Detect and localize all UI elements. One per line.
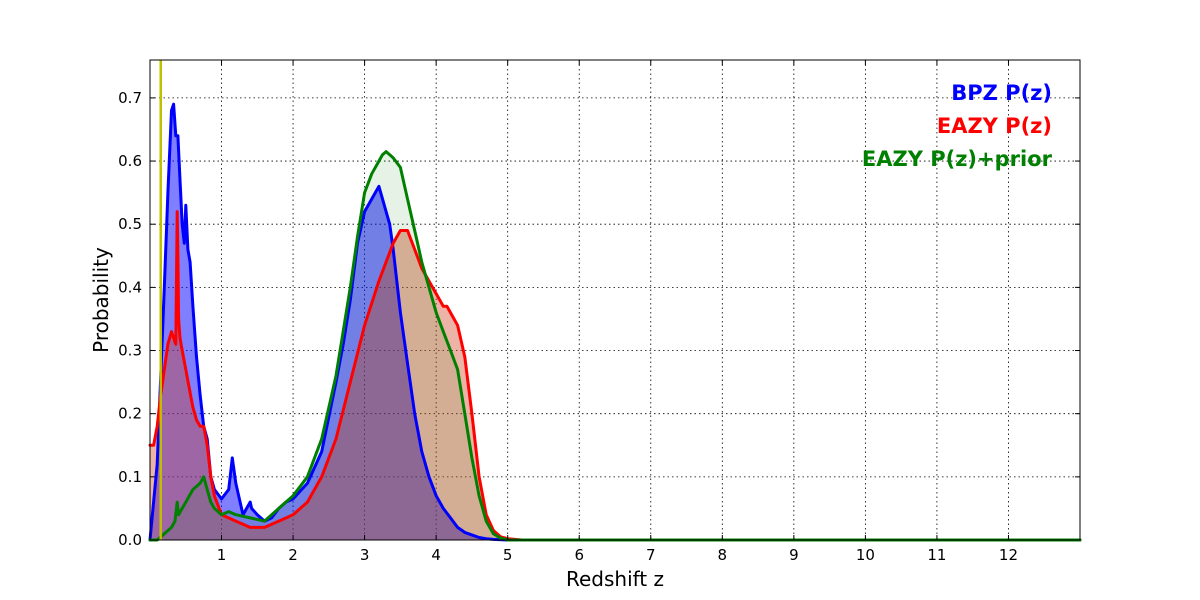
plot-frame bbox=[149, 59, 1081, 541]
series-fills bbox=[150, 104, 1080, 540]
legend-entry-1: EAZY P(z) bbox=[937, 114, 1052, 138]
y-tick-label: 0.4 bbox=[118, 278, 142, 296]
series-area-1 bbox=[150, 211, 1080, 540]
x-tick-label: 12 bbox=[999, 546, 1018, 564]
axis-ticks bbox=[150, 60, 1080, 541]
y-tick-label: 0.0 bbox=[118, 531, 142, 549]
x-tick-label: 7 bbox=[646, 546, 656, 564]
series-line-0 bbox=[148, 102, 1082, 542]
x-axis-label: Redshift z bbox=[566, 567, 664, 591]
y-tick-label: 0.3 bbox=[118, 342, 142, 360]
x-tick-label: 2 bbox=[288, 546, 298, 564]
legend: BPZ P(z) EAZY P(z) EAZY P(z)+prior bbox=[862, 81, 1053, 171]
x-tick-label: 3 bbox=[360, 546, 370, 564]
y-tick-label: 0.5 bbox=[118, 215, 142, 233]
y-tick-label: 0.2 bbox=[118, 405, 142, 423]
series-lines bbox=[148, 102, 1082, 542]
grid bbox=[150, 60, 1080, 540]
x-tick-label: 1 bbox=[217, 546, 227, 564]
series-line-2 bbox=[148, 150, 1082, 542]
x-tick-label: 5 bbox=[503, 546, 513, 564]
y-tick-label: 0.1 bbox=[118, 468, 142, 486]
x-tick-label: 4 bbox=[431, 546, 441, 564]
x-tick-labels: 1 2 3 4 5 6 7 8 9 10 11 12 bbox=[217, 546, 1018, 564]
x-tick-label: 8 bbox=[718, 546, 728, 564]
x-tick-label: 11 bbox=[927, 546, 946, 564]
y-axis-label: Probability bbox=[89, 247, 113, 353]
series-area-0 bbox=[150, 104, 1080, 540]
series-area-2 bbox=[150, 151, 1080, 540]
legend-entry-0: BPZ P(z) bbox=[951, 81, 1052, 105]
x-tick-label: 10 bbox=[856, 546, 875, 564]
series-line-1 bbox=[148, 210, 1082, 542]
legend-entry-2: EAZY P(z)+prior bbox=[862, 147, 1053, 171]
y-tick-label: 0.7 bbox=[118, 89, 142, 107]
x-tick-label: 6 bbox=[574, 546, 584, 564]
y-tick-labels: 0.0 0.1 0.2 0.3 0.4 0.5 0.6 0.7 bbox=[118, 89, 142, 549]
x-tick-label: 9 bbox=[789, 546, 799, 564]
y-tick-label: 0.6 bbox=[118, 152, 142, 170]
